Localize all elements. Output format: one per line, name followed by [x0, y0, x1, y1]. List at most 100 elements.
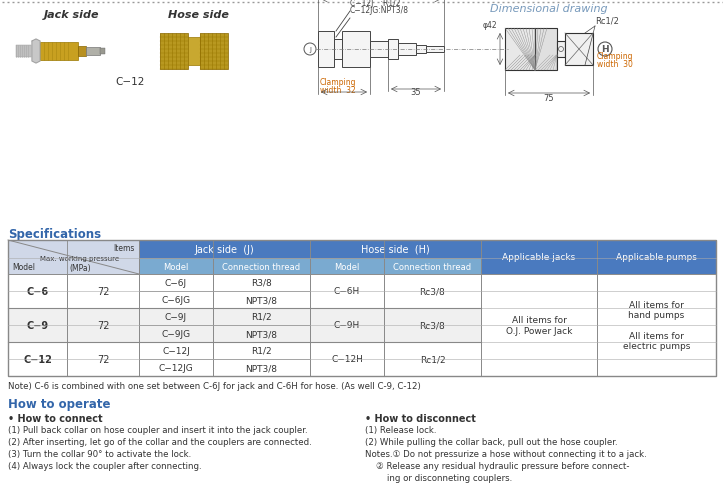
Bar: [188, 38, 200, 66]
Text: C−9J: C−9J: [165, 313, 187, 321]
Text: C−9JG: C−9JG: [161, 329, 191, 338]
Bar: [213, 292, 310, 309]
Bar: [388, 40, 398, 60]
Bar: [8, 275, 67, 309]
Bar: [67, 309, 139, 342]
Text: Clamping: Clamping: [597, 52, 633, 61]
Bar: [370, 42, 388, 58]
Text: C−9H: C−9H: [334, 321, 360, 330]
Text: Applicable pumps: Applicable pumps: [616, 253, 697, 262]
Bar: [342, 32, 370, 68]
Bar: [416, 46, 426, 54]
Bar: [139, 292, 213, 309]
Polygon shape: [32, 40, 40, 64]
Text: C−12: C−12: [115, 77, 145, 87]
Text: Rc3/8: Rc3/8: [419, 287, 445, 296]
Text: C−12J   :R1/2: C−12J :R1/2: [350, 0, 401, 8]
Bar: [160, 34, 188, 70]
Text: (1) Pull back collar on hose coupler and insert it into the jack coupler.: (1) Pull back collar on hose coupler and…: [8, 425, 307, 434]
Text: Jack side  (J): Jack side (J): [194, 244, 254, 255]
Text: Rc1/2: Rc1/2: [419, 355, 445, 364]
Text: Clamping: Clamping: [320, 78, 356, 87]
Bar: [200, 34, 228, 70]
Bar: [398, 44, 416, 56]
Bar: [310, 342, 384, 376]
Bar: [100, 49, 105, 55]
Text: (3) Turn the collar 90° to activate the lock.: (3) Turn the collar 90° to activate the …: [8, 449, 192, 458]
Bar: [384, 259, 481, 275]
Text: Hose side: Hose side: [168, 10, 228, 20]
Text: ing or disconneting couplers.: ing or disconneting couplers.: [365, 473, 513, 482]
Text: All items for
hand pumps

All items for
electric pumps: All items for hand pumps All items for e…: [623, 300, 690, 351]
Bar: [535, 29, 557, 71]
Text: Note) C-6 is combined with one set between C-6J for jack and C-6H for hose. (As : Note) C-6 is combined with one set betwe…: [8, 381, 421, 390]
Bar: [310, 275, 384, 309]
Bar: [318, 32, 334, 68]
Text: Connection thread: Connection thread: [393, 262, 471, 271]
Text: C−6H: C−6H: [334, 287, 360, 296]
Bar: [86, 48, 100, 56]
Bar: [67, 275, 139, 309]
Text: Specifications: Specifications: [8, 227, 101, 240]
Bar: [40, 43, 78, 61]
Text: Connection thread: Connection thread: [223, 262, 301, 271]
Bar: [8, 342, 67, 376]
Bar: [139, 359, 213, 376]
Text: (2) After inserting, let go of the collar and the couplers are connected.: (2) After inserting, let go of the colla…: [8, 437, 312, 446]
Text: NPT3/8: NPT3/8: [246, 329, 278, 338]
Bar: [565, 34, 593, 66]
Bar: [67, 342, 139, 376]
Text: C−6: C−6: [27, 287, 48, 297]
Bar: [481, 275, 597, 376]
Text: Hose side  (H): Hose side (H): [361, 244, 430, 255]
Bar: [481, 240, 597, 275]
Text: φ42: φ42: [482, 21, 497, 30]
Bar: [426, 47, 444, 53]
Text: R3/8: R3/8: [251, 279, 272, 288]
Text: Rc1/2: Rc1/2: [595, 17, 619, 26]
Text: 72: 72: [97, 320, 109, 330]
Text: NPT3/8: NPT3/8: [246, 363, 278, 372]
Bar: [597, 275, 716, 376]
Text: C−9: C−9: [27, 320, 48, 330]
Bar: [384, 275, 481, 309]
Bar: [334, 40, 342, 60]
Text: (MPa): (MPa): [69, 264, 90, 273]
Bar: [139, 240, 310, 259]
Text: • How to connect: • How to connect: [8, 413, 103, 423]
Text: All items for
O.J. Power Jack: All items for O.J. Power Jack: [506, 316, 572, 335]
Text: 72: 72: [97, 354, 109, 364]
Text: • How to disconnect: • How to disconnect: [365, 413, 476, 423]
Text: width  32: width 32: [320, 86, 356, 95]
Bar: [310, 259, 384, 275]
Text: C−12JG: C−12JG: [158, 363, 193, 372]
Text: R1/2: R1/2: [251, 313, 272, 321]
Text: Jack side: Jack side: [44, 10, 100, 20]
Text: R1/2: R1/2: [251, 346, 272, 355]
Text: Model: Model: [334, 262, 359, 271]
Bar: [310, 240, 481, 259]
Text: Rc3/8: Rc3/8: [419, 321, 445, 330]
Text: width  30: width 30: [597, 60, 633, 69]
Bar: [310, 309, 384, 342]
Text: C−6JG: C−6JG: [161, 296, 191, 305]
Bar: [597, 240, 716, 275]
Bar: [8, 309, 716, 342]
Bar: [8, 240, 716, 376]
Text: (1) Release lock.: (1) Release lock.: [365, 425, 437, 434]
Bar: [213, 342, 310, 359]
Text: Dimensional drawing: Dimensional drawing: [490, 4, 607, 14]
Bar: [213, 275, 310, 292]
Bar: [78, 47, 86, 57]
Bar: [8, 275, 716, 309]
Text: C−12JG:NPT3/8: C−12JG:NPT3/8: [350, 6, 409, 15]
Text: C−12J: C−12J: [162, 346, 190, 355]
Bar: [8, 342, 716, 376]
Text: C−6J: C−6J: [165, 279, 187, 288]
Bar: [8, 309, 67, 342]
Text: 35: 35: [411, 88, 422, 97]
Text: NPT3/8: NPT3/8: [246, 296, 278, 305]
Bar: [139, 259, 213, 275]
Text: Items: Items: [114, 243, 135, 253]
Bar: [139, 309, 213, 325]
